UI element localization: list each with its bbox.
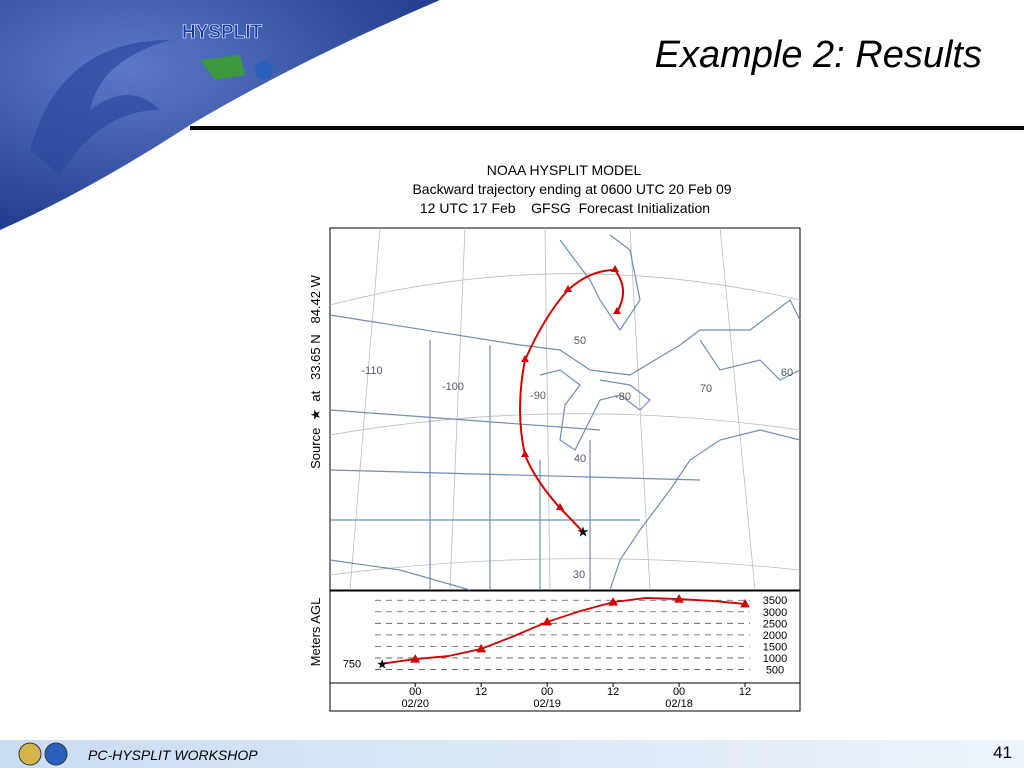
map-grid-label: 70 — [700, 383, 712, 395]
start-height-label: 750 — [343, 659, 361, 671]
y-tick-label: 1500 — [763, 641, 787, 653]
logo-noaa — [255, 61, 273, 79]
start-marker: ★ — [376, 657, 388, 672]
triangle-marker — [410, 654, 421, 663]
logo-text: HYSPLIT — [182, 22, 263, 43]
map-geography — [329, 227, 801, 591]
y-tick-label: 2500 — [763, 618, 787, 630]
triangle-marker — [674, 594, 684, 603]
map-grid-label: -100 — [442, 381, 464, 393]
triangle-marker — [740, 598, 750, 608]
y-tick-label: 2000 — [763, 630, 787, 642]
triangle-marker — [608, 597, 618, 606]
footer-logo-doc — [18, 742, 42, 766]
x-date-label: 02/20 — [401, 698, 429, 710]
x-tick-label: 12 — [739, 686, 751, 698]
footer-logo-noaa — [44, 742, 68, 766]
map-grid-label: 40 — [574, 453, 586, 465]
map-grid-label: -80 — [615, 391, 631, 403]
y-tick-label: 3000 — [763, 607, 787, 619]
x-tick-label: 00 — [409, 686, 421, 698]
plot-subtitle: Backward trajectory ending at 0600 UTC 2… — [412, 181, 731, 197]
map-trajectory: ★ — [519, 265, 624, 540]
map-grid-label: 30 — [573, 569, 585, 581]
map-grid-label: -90 — [530, 390, 546, 402]
page-number: 41 — [993, 743, 1012, 762]
y-axis-label: Meters AGL — [308, 598, 323, 667]
x-date-label: 02/18 — [665, 698, 693, 710]
footer-bar — [0, 740, 1024, 768]
source-label: Source ★ at 33.65 N 84.42 W — [308, 274, 323, 468]
triangle-marker — [542, 616, 552, 626]
noaa-bird — [30, 40, 170, 175]
height-line — [382, 597, 746, 665]
triangle-marker — [476, 643, 487, 653]
y-tick-label: 500 — [766, 664, 784, 676]
y-tick-label: 1000 — [763, 653, 787, 665]
map-grid-label: -110 — [361, 365, 382, 377]
x-tick-label: 00 — [673, 686, 685, 698]
slide-title: Example 2: Results — [655, 34, 982, 76]
y-tick-label: 3500 — [763, 595, 787, 607]
x-tick-label: 12 — [607, 686, 619, 698]
map-grid-label: 50 — [574, 335, 586, 347]
map-grid-label: 60 — [781, 367, 793, 379]
svg-text:★: ★ — [577, 524, 590, 540]
x-date-label: 02/19 — [533, 698, 561, 710]
logo-map — [200, 55, 245, 80]
plot-title: NOAA HYSPLIT MODEL — [487, 162, 642, 178]
plot-initialization: 12 UTC 17 Feb GFSG Forecast Initializati… — [420, 200, 710, 216]
x-tick-label: 00 — [541, 686, 553, 698]
footer-text: PC-HYSPLIT WORKSHOP — [88, 747, 258, 763]
profile-frame — [329, 590, 801, 712]
x-tick-label: 12 — [475, 686, 487, 698]
